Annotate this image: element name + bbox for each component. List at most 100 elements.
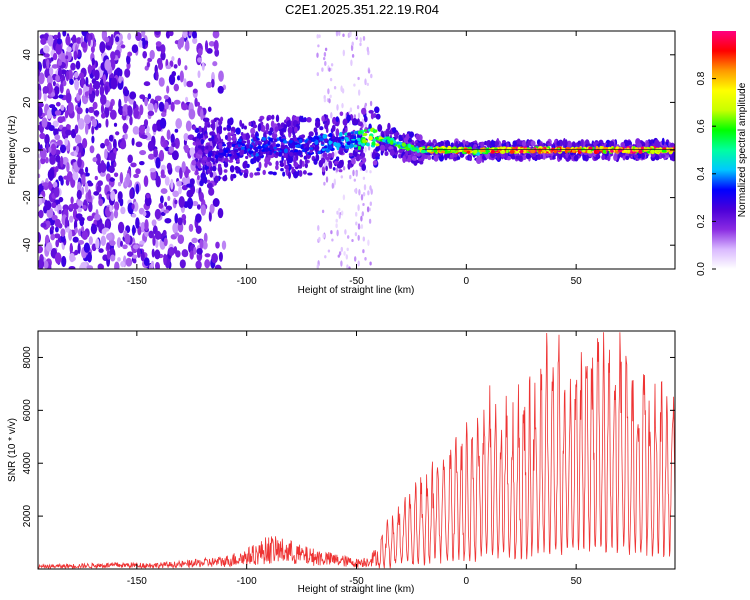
spectrogram-cell <box>50 225 55 231</box>
spectrogram-cell <box>274 126 279 132</box>
spectrogram-cell <box>357 226 361 230</box>
spectrogram-cell <box>215 241 220 249</box>
y-tick-label: 2000 <box>22 505 33 528</box>
spectrogram-cell <box>289 152 294 157</box>
spectrogram-cell <box>156 57 163 65</box>
spectrogram-cell <box>127 51 133 57</box>
spectrogram-cell <box>351 118 358 125</box>
spectrogram-cell <box>208 162 212 168</box>
spectrogram-cell <box>206 168 211 174</box>
spectrogram-cell <box>174 137 180 149</box>
spectrogram-cell <box>100 235 107 247</box>
spectrogram-cell <box>349 143 354 149</box>
spectrogram-cell <box>146 61 150 68</box>
spectrogram-cell <box>68 265 76 269</box>
x-tick-label: -50 <box>349 576 364 587</box>
spectrogram-cell <box>633 154 639 159</box>
spectrogram-cell <box>623 140 630 148</box>
spectrogram-cell <box>110 254 116 262</box>
spectrogram-cell <box>204 133 208 139</box>
spectrogram-cell <box>280 168 284 172</box>
spectrogram-cell <box>92 101 98 110</box>
spectrogram-cell <box>104 138 110 147</box>
spectrogram-cell <box>252 124 258 129</box>
spectrogram-cell <box>353 83 356 87</box>
spectrogram-cell <box>342 194 346 201</box>
colorbar-tick-label: 0.0 <box>696 262 707 276</box>
spectrogram-cell <box>458 146 462 151</box>
spectrogram-cell <box>147 153 155 160</box>
spectrogram-cell <box>246 144 250 149</box>
spectrogram-cell <box>84 182 89 193</box>
spectrogram-cell <box>198 191 204 202</box>
spectrogram-cell <box>265 123 270 131</box>
spectrogram-cell <box>74 124 79 134</box>
spectrogram-cell <box>160 169 165 177</box>
spectrogram-cell <box>223 127 227 131</box>
spectrogram-cell <box>133 173 140 179</box>
spectrogram-cell <box>200 138 205 145</box>
y-tick-label: 20 <box>22 96 33 108</box>
spectrogram-cell <box>509 149 515 154</box>
spectrogram-cell <box>211 134 215 141</box>
colorbar-tick-label: 0.6 <box>696 119 707 133</box>
spectrogram-cell <box>110 190 116 202</box>
spectrogram-cell <box>129 188 134 200</box>
spectrogram-cell <box>252 156 257 164</box>
spectrogram-cell <box>393 147 398 153</box>
spectrogram-cell <box>342 118 348 126</box>
spectrogram-cell <box>557 147 561 151</box>
spectrogram-cell <box>51 202 57 209</box>
spectrogram-cell <box>124 133 128 140</box>
spectrogram-cell <box>54 165 59 173</box>
spectrogram-cell <box>250 127 256 135</box>
spectrogram-cell <box>329 94 332 99</box>
spectrogram-cell <box>140 134 148 139</box>
spectrogram-cell <box>341 102 344 109</box>
spectrogram-cell <box>536 155 542 160</box>
spectrogram-cell <box>163 95 169 100</box>
spectrogram-cell <box>316 52 319 58</box>
spectrogram-cell <box>195 225 202 234</box>
spectrogram-cell <box>132 258 137 264</box>
spectrogram-cell <box>208 40 215 47</box>
spectrogram-cell <box>324 61 327 66</box>
spectrogram-cell <box>248 150 253 154</box>
spectrogram-cell <box>47 34 54 47</box>
spectrogram-cell <box>183 78 187 88</box>
spectrogram-cell <box>437 147 441 153</box>
spectrogram-cell <box>275 151 280 156</box>
spectrogram-cell <box>212 31 220 39</box>
spectrogram-cell <box>354 188 357 193</box>
spectrogram-cell <box>221 151 227 157</box>
spectrogram-cell <box>109 177 116 182</box>
spectrogram-cell <box>419 160 424 165</box>
spectrogram-cell <box>160 111 167 118</box>
spectrogram-cell <box>257 145 263 150</box>
spectrogram-cell <box>188 108 196 120</box>
spectrogram-cell <box>78 167 84 175</box>
spectrogram-cell <box>349 31 352 38</box>
spectrogram-cell <box>127 154 133 164</box>
spectrogram-cell <box>638 149 643 154</box>
spectrogram-cell <box>38 69 41 77</box>
spectrogram-cell <box>106 242 111 250</box>
spectrogram-cell <box>522 154 527 160</box>
spectrogram-cell <box>218 70 224 82</box>
x-tick-label: 50 <box>571 276 583 287</box>
spectrogram-cell <box>661 137 665 146</box>
spectrogram-cell <box>196 161 201 167</box>
spectrogram-cell <box>232 153 238 159</box>
spectrogram-cell <box>362 236 365 242</box>
spectrogram-cell <box>120 260 125 268</box>
spectrogram-cell <box>179 167 183 180</box>
spectrogram-cell <box>132 244 139 250</box>
spectrogram-cell <box>205 81 213 89</box>
spectrogram-cell <box>183 218 187 226</box>
spectrogram-cell <box>208 187 215 196</box>
spectrogram-cell <box>566 140 572 149</box>
spectrogram-cell <box>299 159 303 167</box>
spectrogram-cell <box>359 42 362 47</box>
spectrogram-cell <box>336 163 343 169</box>
spectrogram-cell <box>316 34 319 39</box>
